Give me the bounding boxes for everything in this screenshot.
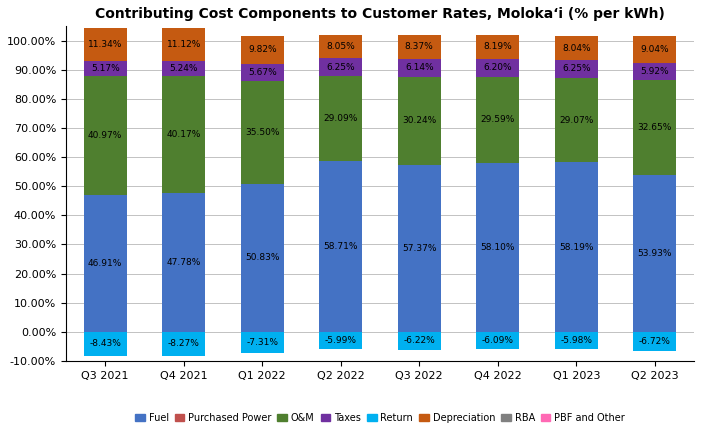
Text: 8.05%: 8.05%	[327, 42, 355, 51]
Bar	[83, 28, 127, 61]
Text: -8.27%: -8.27%	[168, 339, 200, 348]
Bar	[319, 58, 362, 76]
Text: 53.93%: 53.93%	[637, 249, 672, 258]
Text: -6.09%: -6.09%	[482, 336, 514, 345]
Bar	[397, 35, 441, 59]
Text: 6.14%: 6.14%	[405, 63, 433, 73]
Bar	[633, 80, 676, 175]
Bar	[633, 62, 676, 80]
Text: 11.34%: 11.34%	[88, 40, 123, 49]
Bar	[476, 35, 519, 59]
Text: 5.17%: 5.17%	[91, 64, 120, 73]
Bar	[633, 175, 676, 332]
Text: 58.10%: 58.10%	[480, 243, 515, 252]
Text: 50.83%: 50.83%	[245, 253, 280, 262]
Bar	[162, 28, 205, 61]
Text: 35.50%: 35.50%	[245, 128, 280, 137]
Bar	[162, 193, 205, 332]
Bar	[397, 59, 441, 77]
Text: 29.59%: 29.59%	[481, 115, 515, 124]
Text: -6.22%: -6.22%	[403, 336, 435, 345]
Bar	[554, 162, 598, 332]
Bar	[554, 78, 598, 162]
Text: -6.72%: -6.72%	[639, 337, 671, 346]
Bar	[240, 81, 284, 184]
Text: 46.91%: 46.91%	[88, 259, 123, 268]
Bar	[319, 161, 362, 332]
Text: 6.25%: 6.25%	[562, 64, 590, 73]
Text: 57.37%: 57.37%	[402, 244, 437, 253]
Bar	[476, 59, 519, 77]
Text: 29.07%: 29.07%	[559, 116, 594, 125]
Text: 32.65%: 32.65%	[638, 123, 672, 132]
Text: 40.97%: 40.97%	[88, 131, 123, 140]
Text: 8.37%: 8.37%	[405, 42, 434, 51]
Legend: Fuel, Purchased Power, O&M, Taxes, Return, Depreciation, RBA, PBF and Other: Fuel, Purchased Power, O&M, Taxes, Retur…	[131, 409, 629, 427]
Text: -7.31%: -7.31%	[246, 338, 278, 347]
Bar	[319, 76, 362, 161]
Bar	[83, 61, 127, 76]
Text: -5.99%: -5.99%	[325, 336, 357, 345]
Text: -5.98%: -5.98%	[560, 336, 592, 345]
Bar	[240, 64, 284, 81]
Text: 6.25%: 6.25%	[327, 63, 355, 72]
Text: 8.04%: 8.04%	[562, 44, 590, 52]
Bar	[240, 332, 284, 353]
Bar	[240, 184, 284, 332]
Bar	[83, 195, 127, 332]
Text: 11.12%: 11.12%	[167, 40, 201, 49]
Bar	[319, 35, 362, 58]
Text: 8.19%: 8.19%	[484, 42, 512, 51]
Text: -8.43%: -8.43%	[89, 340, 121, 348]
Bar	[83, 76, 127, 195]
Bar	[319, 332, 362, 349]
Text: 47.78%: 47.78%	[167, 258, 201, 267]
Bar	[240, 36, 284, 64]
Bar	[162, 76, 205, 193]
Bar	[554, 332, 598, 349]
Text: 29.09%: 29.09%	[324, 114, 358, 123]
Text: 58.19%: 58.19%	[559, 242, 594, 252]
Text: 9.04%: 9.04%	[641, 45, 669, 54]
Bar	[554, 60, 598, 78]
Text: 30.24%: 30.24%	[402, 116, 436, 125]
Bar	[476, 77, 519, 163]
Bar	[397, 332, 441, 350]
Text: 6.20%: 6.20%	[484, 63, 512, 72]
Text: 5.92%: 5.92%	[641, 67, 669, 76]
Bar	[476, 332, 519, 349]
Bar	[83, 332, 127, 356]
Text: 9.82%: 9.82%	[248, 45, 276, 54]
Bar	[397, 165, 441, 332]
Text: 40.17%: 40.17%	[167, 130, 201, 139]
Bar	[633, 332, 676, 351]
Text: 58.71%: 58.71%	[323, 242, 358, 251]
Bar	[476, 163, 519, 332]
Bar	[633, 37, 676, 62]
Bar	[554, 37, 598, 60]
Bar	[397, 77, 441, 165]
Text: 5.24%: 5.24%	[170, 64, 198, 73]
Text: 5.67%: 5.67%	[248, 68, 277, 77]
Bar	[162, 332, 205, 356]
Bar	[162, 61, 205, 76]
Title: Contributing Cost Components to Customer Rates, Moloka‘i (% per kWh): Contributing Cost Components to Customer…	[95, 7, 665, 21]
